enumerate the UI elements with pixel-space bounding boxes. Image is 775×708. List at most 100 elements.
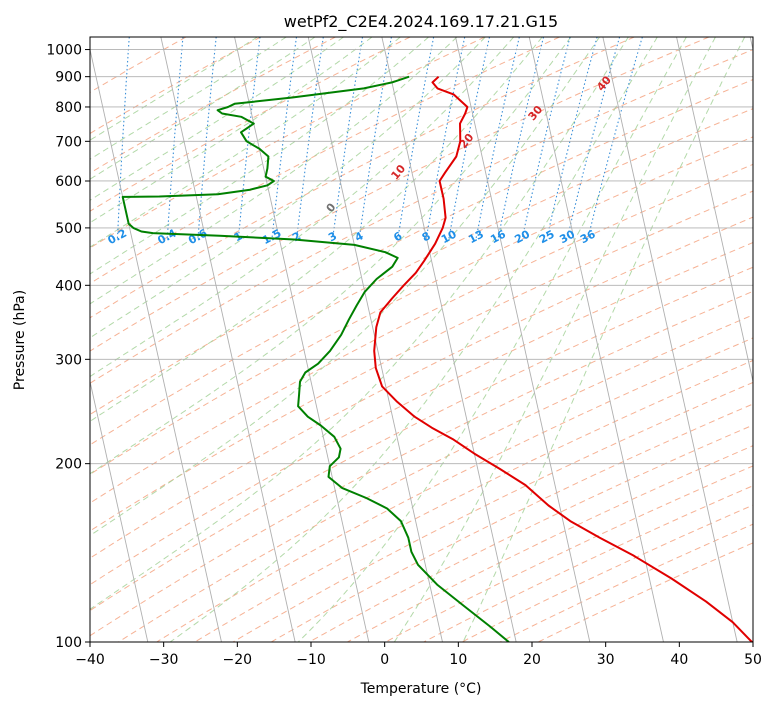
- plot-frame: [89, 36, 754, 643]
- mixing-ratio-label: 25: [537, 228, 557, 247]
- dry-adiabat-line: [499, 523, 753, 642]
- mixing-ratio-label: 16: [488, 227, 508, 246]
- moist-adiabat-line: [393, 37, 716, 642]
- mixing-ratio-label: 20: [512, 227, 532, 246]
- mixing-ratio-line: [166, 37, 184, 239]
- y-tick-label: 800: [55, 100, 82, 116]
- background-line-labels: -100-90-80-70-60-50-40-30-20-100.10.20.4…: [106, 73, 615, 247]
- isotherm-line: [90, 379, 149, 642]
- moist-adiabat-line: [90, 37, 486, 339]
- isotherm-line: [602, 37, 738, 642]
- x-tick-label: 0: [380, 652, 389, 668]
- y-axis: 100 200 300 400 500 600 700 800 900 1000: [46, 43, 90, 651]
- x-tick-label: 50: [744, 652, 762, 668]
- moist-adiabat-line: [90, 37, 572, 475]
- x-tick-label: −30: [149, 652, 179, 668]
- moist-adiabat-line: [90, 37, 429, 275]
- mixing-ratio-line: [587, 37, 643, 239]
- dry-adiabat-line: [194, 359, 753, 642]
- moist-adiabat-line: [169, 37, 658, 642]
- dry-adiabat-line: [156, 337, 753, 642]
- x-tick-label: −40: [75, 652, 105, 668]
- y-tick-label: 500: [55, 221, 82, 237]
- dry-adiabat-line: [347, 445, 753, 642]
- mixing-ratio-line: [296, 37, 324, 239]
- dry-adiabat-line: [90, 241, 753, 586]
- dry-adiabat-line: [90, 37, 486, 249]
- mixing-ratio-line: [425, 37, 466, 239]
- plot-area: -100-90-80-70-60-50-40-30-20-100.10.20.4…: [90, 37, 753, 642]
- moist-adiabat-line: [90, 37, 401, 248]
- dry-adiabat-line: [461, 504, 753, 642]
- y-tick-label: 200: [55, 457, 82, 473]
- dry-adiabat-line: [90, 37, 560, 285]
- dry-adiabat-line: [90, 37, 710, 352]
- mixing-ratio-line: [197, 37, 217, 239]
- x-tick-label: −10: [296, 652, 326, 668]
- y-tick-label: 300: [55, 352, 82, 368]
- mixing-ratio-line: [332, 37, 364, 239]
- mixing-ratio-line: [475, 37, 520, 239]
- dry-adiabat-line: [90, 37, 336, 174]
- dry-adiabat-line: [385, 465, 753, 642]
- moist-adiabat-line: [90, 37, 629, 610]
- y-tick-label: 900: [55, 70, 82, 86]
- mixing-ratio-line: [566, 37, 621, 239]
- moist-adiabat-line: [90, 37, 515, 378]
- x-tick-label: 20: [523, 652, 541, 668]
- dry-adiabat-line: [90, 78, 753, 416]
- mixing-ratio-line: [546, 37, 598, 239]
- mixing-ratio-label: 13: [466, 228, 486, 247]
- mixing-ratio-line: [271, 37, 298, 239]
- moist-adiabat-line: [90, 37, 543, 422]
- dry-adiabat-line: [90, 266, 753, 612]
- moist-adiabat-line: [90, 37, 600, 537]
- moist-adiabat-line: [462, 37, 746, 642]
- dry-adiabat-line: [118, 314, 753, 642]
- mixing-ratio-label: 10: [439, 227, 459, 246]
- isotherm-line: [528, 37, 664, 642]
- x-tick-label: 10: [449, 652, 467, 668]
- y-tick-label: 100: [55, 635, 82, 651]
- dry-adiabats: [90, 37, 753, 642]
- isotherms: [90, 37, 753, 642]
- isotherm-line: [90, 47, 222, 642]
- mixing-ratio-line: [448, 37, 491, 239]
- chart-title: wetPf2_C2E4.2024.169.17.21.G15: [284, 12, 558, 32]
- mixing-ratio-line: [497, 37, 545, 239]
- y-tick-label: 700: [55, 134, 82, 150]
- x-axis: −40 −30 −20 −10 0 10 20 30 40 50: [75, 642, 762, 668]
- mixing-ratio-label: 36: [578, 227, 598, 246]
- dry-adiabat-line: [270, 403, 753, 642]
- mixing-ratio-line: [397, 37, 435, 239]
- dry-adiabat-line: [90, 49, 753, 384]
- mixing-ratio-line: [237, 37, 261, 239]
- mixing-ratio-label: 30: [557, 227, 577, 246]
- mixing-ratio-lines: [116, 37, 643, 239]
- moist-adiabat-line: [90, 37, 458, 305]
- x-tick-label: 40: [670, 652, 688, 668]
- dry-adiabat-line: [90, 108, 753, 446]
- dry-adiabat-line: [423, 485, 753, 642]
- y-tick-label: 600: [55, 174, 82, 190]
- profile-series: [121, 75, 753, 642]
- isobars: [90, 49, 753, 642]
- y-tick-label: 1000: [46, 43, 82, 59]
- x-axis-label: Temperature (°C): [360, 681, 482, 697]
- isotherm-line: [234, 37, 370, 642]
- isotherm-line: [676, 37, 753, 384]
- x-tick-label: −20: [223, 652, 253, 668]
- dewpoint-profile-line: [121, 75, 510, 642]
- moist-adiabat-line: [297, 37, 687, 642]
- moist-adiabat-line: [90, 37, 258, 141]
- x-tick-label: 30: [597, 652, 615, 668]
- y-axis-label: Pressure (hPa): [12, 290, 28, 390]
- dry-adiabat-line: [90, 290, 753, 637]
- dry-adiabat-line: [232, 381, 753, 642]
- temperature-profile-line: [373, 75, 753, 642]
- isotherm-line: [455, 37, 591, 642]
- moist-adiabat-line: [90, 37, 344, 201]
- mixing-ratio-line: [116, 37, 130, 239]
